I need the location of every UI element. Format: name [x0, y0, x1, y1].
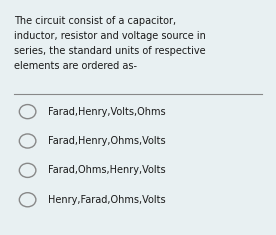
- Text: Farad,Henry,Volts,Ohms: Farad,Henry,Volts,Ohms: [48, 107, 166, 117]
- Circle shape: [19, 193, 36, 207]
- Circle shape: [19, 105, 36, 119]
- Text: The circuit consist of a capacitor,
inductor, resistor and voltage source in
ser: The circuit consist of a capacitor, indu…: [14, 16, 206, 71]
- Circle shape: [19, 163, 36, 177]
- Text: Farad,Henry,Ohms,Volts: Farad,Henry,Ohms,Volts: [48, 136, 166, 146]
- Text: Henry,Farad,Ohms,Volts: Henry,Farad,Ohms,Volts: [48, 195, 166, 205]
- Text: Farad,Ohms,Henry,Volts: Farad,Ohms,Henry,Volts: [48, 165, 166, 175]
- Circle shape: [19, 134, 36, 148]
